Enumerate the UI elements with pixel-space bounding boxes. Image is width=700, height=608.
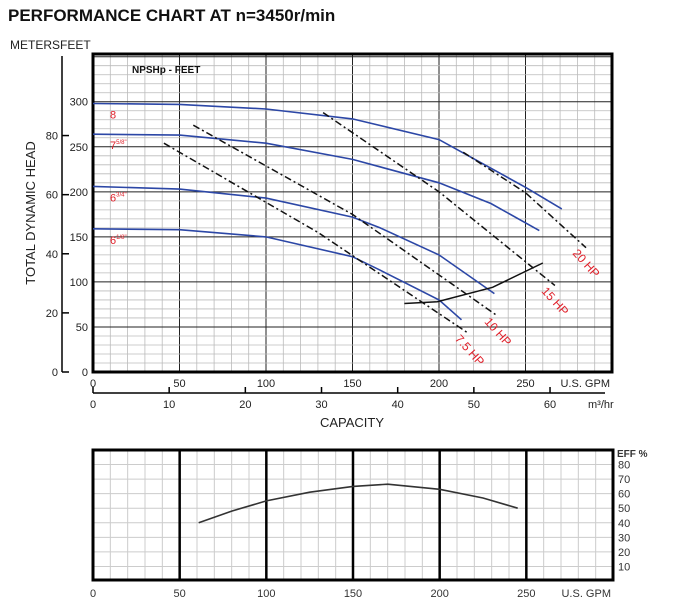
eff-x-tick-label: 0 <box>90 588 96 600</box>
y-tick-label-meters: 40 <box>46 249 58 261</box>
head-curve-line <box>92 133 540 232</box>
x-tick-label: 0 <box>90 378 96 390</box>
eff-tick-label: 40 <box>618 518 630 530</box>
y-tick-label-feet: 100 <box>70 277 88 289</box>
impeller-label: 61/8" <box>110 235 127 247</box>
eff-axis-label: EFF % <box>617 449 648 460</box>
eff-tick-label: 60 <box>618 489 630 501</box>
eff-x-tick-label: 100 <box>257 588 275 600</box>
x2-units-label: m³/hr <box>588 399 614 411</box>
power-limit-line <box>192 124 499 317</box>
x2-tick-label: 10 <box>163 399 175 411</box>
y-tick-label-meters: 20 <box>46 308 58 320</box>
x-tick-label: 150 <box>343 378 361 390</box>
y-tick-label-meters: 60 <box>46 190 58 202</box>
eff-x-units: U.S. GPM <box>561 588 611 600</box>
x-tick-label: 250 <box>516 378 534 390</box>
y-tick-label-feet: 50 <box>76 322 88 334</box>
power-label: 10 HP <box>482 315 515 349</box>
y-tick-label-feet: 150 <box>70 232 88 244</box>
x2-tick-label: 50 <box>468 399 480 411</box>
eff-tick-label: 70 <box>618 474 630 486</box>
head-curve-line <box>92 228 463 321</box>
eff-frame <box>91 448 615 582</box>
eff-tick-label: 50 <box>618 503 630 515</box>
y-tick-label-meters: 0 <box>52 367 58 379</box>
npsh-annotation: NPSHp - FEET <box>132 65 200 76</box>
y-tick-label-meters: 80 <box>46 131 58 143</box>
x-tick-label: 50 <box>173 378 185 390</box>
x2-tick-label: 60 <box>544 399 556 411</box>
plot-frame <box>91 52 614 374</box>
efficiency-curve <box>198 483 518 524</box>
eff-x-tick-label: 200 <box>430 588 448 600</box>
y-axis-label: TOTAL DYNAMIC HEAD <box>23 141 38 285</box>
y-tick-label-feet: 200 <box>70 187 88 199</box>
power-limit-line <box>163 142 469 334</box>
eff-x-tick-label: 150 <box>344 588 362 600</box>
power-label: 15 HP <box>539 284 572 318</box>
power-label: 20 HP <box>570 246 603 280</box>
x-tick-label: 200 <box>430 378 448 390</box>
impeller-label: 75/8" <box>110 140 127 152</box>
head-curve-line <box>92 102 563 210</box>
x-axis-label: CAPACITY <box>320 415 384 430</box>
eff-tick-label: 80 <box>618 460 630 472</box>
eff-x-tick-label: 50 <box>174 588 186 600</box>
x-units-label: U.S. GPM <box>560 378 610 390</box>
y-units-feet: FEET <box>60 38 91 52</box>
x2-tick-label: 0 <box>90 399 96 411</box>
x2-tick-label: 30 <box>315 399 327 411</box>
power-limit-line <box>322 111 556 287</box>
y-tick-label-feet: 300 <box>70 97 88 109</box>
y-tick-label-feet: 0 <box>82 367 88 379</box>
eff-tick-label: 30 <box>618 532 630 544</box>
eff-tick-label: 20 <box>618 547 630 559</box>
eff-x-tick-label: 250 <box>517 588 535 600</box>
impeller-label: 63/4" <box>110 192 127 204</box>
y-tick-label-feet: 250 <box>70 142 88 154</box>
eff-tick-label: 10 <box>618 561 630 573</box>
chart-title: PERFORMANCE CHART AT n=3450r/min <box>8 6 336 25</box>
head-curve-line <box>92 185 495 295</box>
impeller-label: 8 <box>110 110 116 122</box>
x2-tick-label: 20 <box>239 399 251 411</box>
x-tick-label: 100 <box>257 378 275 390</box>
npsh-curve <box>404 262 544 305</box>
y-units-meters: METERS <box>10 38 60 52</box>
x2-tick-label: 40 <box>392 399 404 411</box>
